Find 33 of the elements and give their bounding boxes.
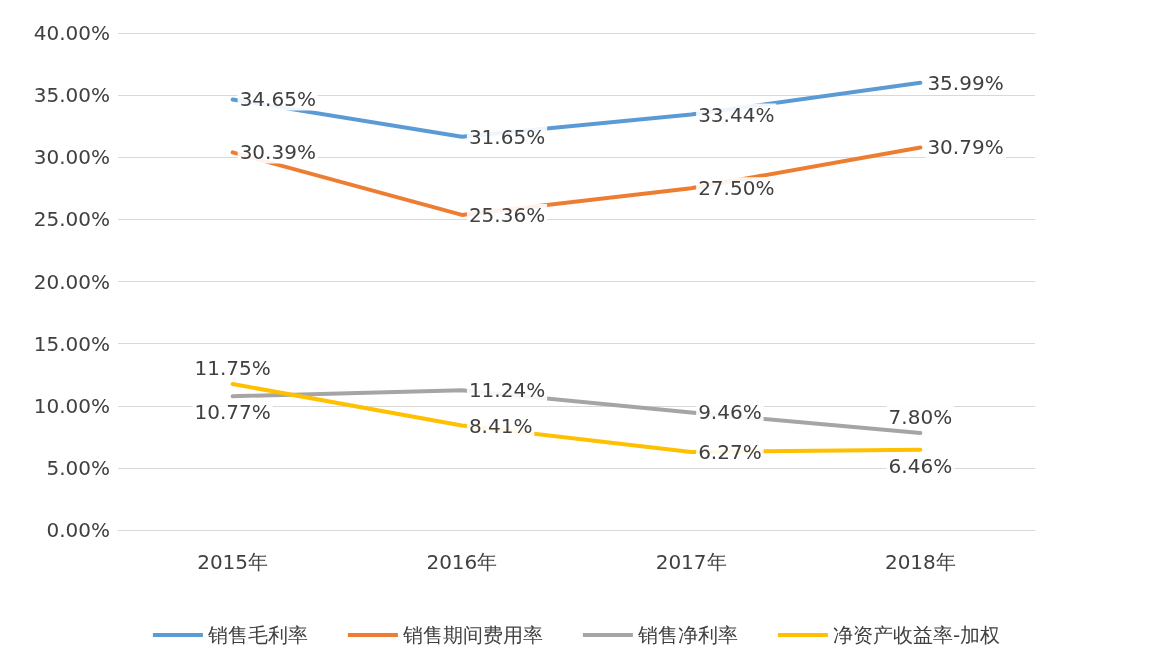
y-tick-label: 40.00%: [33, 21, 110, 45]
legend-label: 销售毛利率: [206, 623, 308, 647]
x-tick-label: 2018年: [884, 550, 956, 574]
x-tick-label: 2017年: [655, 550, 727, 574]
data-label: 34.65%: [239, 87, 316, 112]
y-tick-label: 15.00%: [33, 331, 110, 356]
data-label: 35.99%: [927, 70, 1004, 95]
y-tick-label: 30.00%: [33, 145, 110, 170]
data-label: 25.36%: [468, 202, 546, 227]
data-label: 6.46%: [888, 453, 953, 478]
data-label: 11.24%: [468, 378, 546, 403]
data-label: 8.41%: [468, 413, 533, 438]
data-label: 9.46%: [698, 400, 762, 425]
data-label: 11.75%: [194, 356, 271, 381]
legend-label: 销售期间费用率: [401, 623, 543, 647]
x-tick-label: 2015年: [197, 550, 269, 574]
y-tick-label: 0.00%: [46, 518, 110, 542]
data-label: 31.65%: [468, 124, 546, 149]
data-label: 30.39%: [239, 140, 316, 165]
data-label: 7.80%: [888, 405, 953, 430]
data-label: 33.44%: [698, 102, 775, 127]
data-label: 10.77%: [194, 400, 271, 425]
y-tick-label: 5.00%: [46, 455, 110, 480]
legend-label: 净资产收益率-加权: [832, 623, 1001, 647]
y-tick-label: 25.00%: [33, 207, 110, 232]
y-tick-label: 10.00%: [33, 393, 110, 418]
x-tick-label: 2016年: [426, 550, 498, 574]
data-label: 27.50%: [698, 176, 775, 201]
legend-label: 销售净利率: [636, 623, 738, 647]
y-tick-label: 20.00%: [33, 269, 110, 294]
y-tick-label: 35.00%: [33, 83, 110, 108]
data-label: 30.79%: [927, 135, 1004, 160]
data-label: 6.27%: [698, 440, 762, 465]
